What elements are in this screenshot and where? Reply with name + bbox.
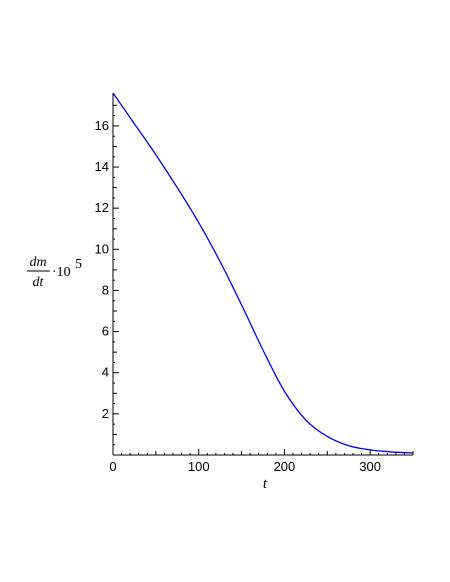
x-axis-label: t	[263, 476, 268, 492]
x-tick-label: 100	[188, 459, 210, 474]
y-tick-label: 16	[95, 118, 109, 133]
y-tick-label: 10	[95, 241, 109, 256]
y-tick-label: 8	[102, 282, 109, 297]
y-tick-label: 4	[102, 365, 109, 380]
x-tick-label: 0	[109, 459, 116, 474]
y-axis-label: dm dt ·10 5	[27, 255, 82, 290]
y-axis-label-multiplier: ·10	[52, 265, 71, 280]
y-axis-label-numerator: dm	[29, 255, 46, 270]
x-tick-label: 200	[274, 459, 296, 474]
x-tick-label: 300	[359, 459, 381, 474]
chart-axes	[112, 93, 413, 456]
y-tick-label: 12	[95, 200, 109, 215]
y-axis-label-exponent: 5	[75, 257, 82, 272]
y-tick-label: 6	[102, 324, 109, 339]
y-tick-label: 2	[102, 406, 109, 421]
chart-ticks: 0 100 200 300 2 4 6 8 10 12 14 16	[95, 94, 414, 474]
y-tick-label: 14	[95, 159, 109, 174]
y-axis-label-denominator: dt	[33, 275, 45, 290]
chart-series	[112, 92, 414, 454]
series-line-0	[112, 92, 414, 454]
